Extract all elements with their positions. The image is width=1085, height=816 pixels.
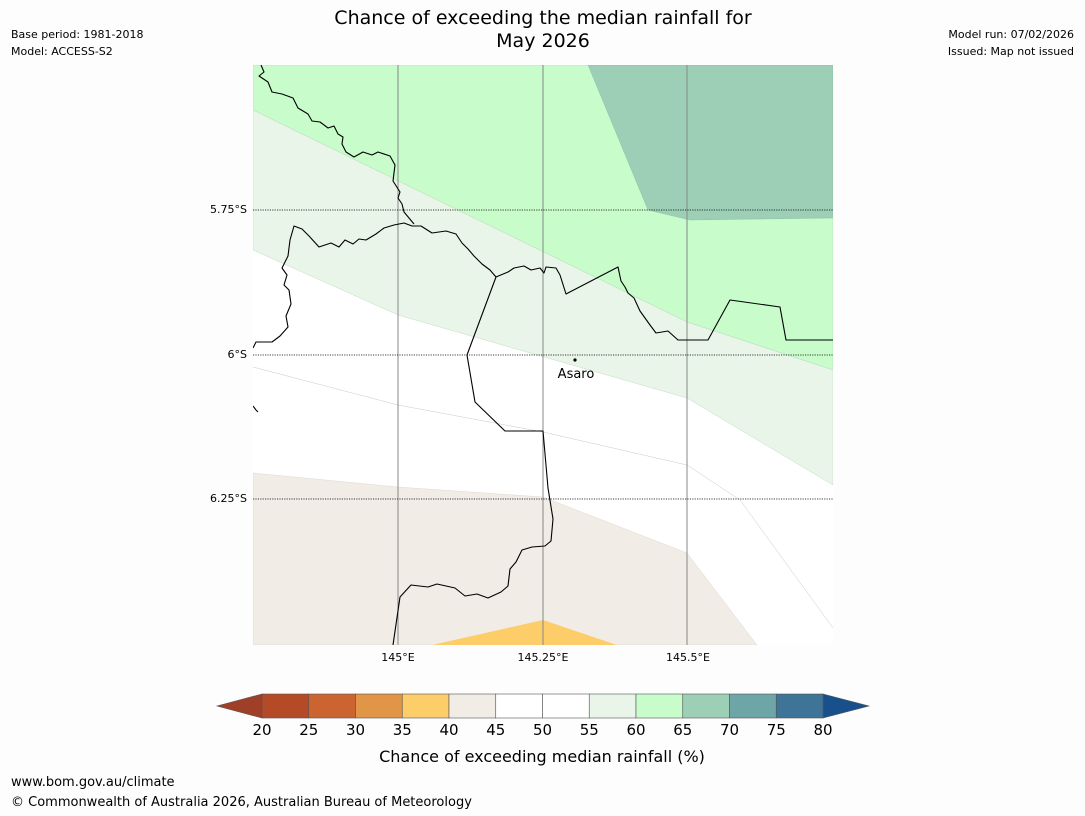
lon-label-145-5e: 145.5°E (666, 651, 710, 664)
colorbar-tick-labels: 20 25 30 35 40 45 50 55 60 65 70 75 80 (252, 721, 832, 739)
colorbar-tick-45: 45 (486, 721, 505, 739)
issued-text: Issued: Map not issued (947, 45, 1074, 58)
zone-boundary-50 (253, 366, 833, 629)
colorbar-segment-25-30 (308, 693, 356, 719)
colorbar-tick-40: 40 (439, 721, 458, 739)
province-boundaries (253, 65, 833, 645)
colorbar-tick-25: 25 (299, 721, 318, 739)
title-line-1: Chance of exceeding the median rainfall … (334, 7, 752, 29)
zone-65-70 (587, 65, 833, 221)
lon-label-145e: 145°E (381, 651, 414, 664)
metadata-left: Base period: 1981-2018 Model: ACCESS-S2 (11, 26, 143, 60)
colorbar-segments (215, 693, 871, 719)
zone-35-40 (432, 620, 617, 645)
title-line-2: May 2026 (496, 30, 590, 52)
colorbar-tick-20: 20 (252, 721, 271, 739)
map-title: Chance of exceeding the median rainfall … (243, 7, 843, 53)
metadata-right: Model run: 07/02/2026 Issued: Map not is… (948, 26, 1074, 60)
axis-labels: 5.75°S 6°S 6.25°S 145°E 145.25°E 145.5°E (210, 203, 710, 664)
lon-label-145-25e: 145.25°E (518, 651, 569, 664)
footer-copyright: © Commonwealth of Australia 2026, Austra… (11, 795, 472, 810)
base-period-text: Base period: 1981-2018 (11, 28, 144, 41)
colorbar-tick-30: 30 (346, 721, 365, 739)
colorbar-arrow-high (822, 693, 871, 719)
lat-label-5-75s: 5.75°S (210, 203, 247, 216)
colorbar-segment-30-35 (355, 693, 403, 719)
colorbar-arrow-low (215, 693, 263, 719)
colorbar-tick-35: 35 (393, 721, 412, 739)
model-text: Model: ACCESS-S2 (11, 45, 113, 58)
colorbar-segment-40-45 (448, 693, 497, 719)
asaro-marker (573, 358, 577, 362)
lat-label-6s: 6°S (228, 348, 247, 361)
colorbar-segment-50-55 (542, 693, 590, 719)
colorbar-segment-75-80 (775, 693, 824, 719)
colorbar-tick-50: 50 (533, 721, 552, 739)
asaro-label: Asaro (558, 367, 595, 382)
colorbar-segment-60-65 (635, 693, 684, 719)
colorbar-tick-60: 60 (626, 721, 645, 739)
colorbar-segment-70-75 (729, 693, 777, 719)
colorbar-tick-80: 80 (813, 721, 832, 739)
colorbar-segment-55-60 (588, 693, 637, 719)
colorbar-segment-35-40 (401, 693, 450, 719)
footer-url: www.bom.gov.au/climate (11, 775, 175, 790)
colorbar-tick-55: 55 (580, 721, 599, 739)
colorbar-segment-45-50 (495, 693, 543, 719)
model-run-text: Model run: 07/02/2026 (948, 28, 1074, 41)
colorbar-segment-65-70 (682, 693, 730, 719)
colorbar-tick-75: 75 (767, 721, 786, 739)
colorbar-title: Chance of exceeding median rainfall (%) (379, 747, 705, 766)
map-area (253, 65, 833, 645)
colorbar-tick-65: 65 (673, 721, 692, 739)
colorbar: 20 25 30 35 40 45 50 55 60 65 70 75 80 Chance of exc… (215, 693, 871, 766)
colorbar-tick-70: 70 (720, 721, 739, 739)
lat-label-6-25s: 6.25°S (210, 492, 247, 505)
colorbar-segment-20-25 (261, 693, 310, 719)
